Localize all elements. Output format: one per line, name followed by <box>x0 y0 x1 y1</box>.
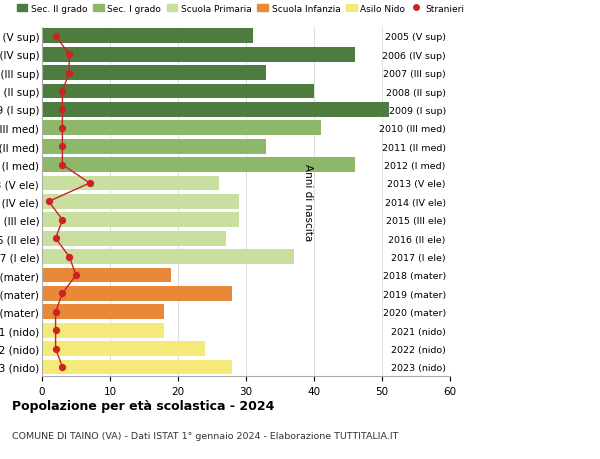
Bar <box>42 195 239 209</box>
Text: COMUNE DI TAINO (VA) - Dati ISTAT 1° gennaio 2024 - Elaborazione TUTTITALIA.IT: COMUNE DI TAINO (VA) - Dati ISTAT 1° gen… <box>12 431 398 441</box>
Bar <box>42 250 293 264</box>
Bar <box>42 29 253 44</box>
Point <box>85 180 94 187</box>
Point <box>51 327 61 334</box>
Bar <box>42 66 266 81</box>
Point <box>44 198 53 206</box>
Bar <box>42 176 219 191</box>
Point <box>64 70 74 77</box>
Bar <box>42 360 232 375</box>
Point <box>51 235 61 242</box>
Bar <box>42 286 232 301</box>
Bar <box>42 121 321 136</box>
Bar <box>42 323 164 338</box>
Point <box>58 162 67 169</box>
Point <box>58 88 67 95</box>
Bar <box>42 305 164 319</box>
Point <box>51 345 61 353</box>
Point <box>58 217 67 224</box>
Bar <box>42 48 355 62</box>
Y-axis label: Anni di nascita: Anni di nascita <box>302 163 313 241</box>
Bar <box>42 84 314 99</box>
Text: Popolazione per età scolastica - 2024: Popolazione per età scolastica - 2024 <box>12 399 274 412</box>
Point <box>58 364 67 371</box>
Point <box>58 106 67 114</box>
Bar <box>42 341 205 356</box>
Point <box>58 290 67 297</box>
Point <box>58 143 67 151</box>
Bar <box>42 231 226 246</box>
Legend: Sec. II grado, Sec. I grado, Scuola Primaria, Scuola Infanzia, Asilo Nido, Stran: Sec. II grado, Sec. I grado, Scuola Prim… <box>17 5 464 13</box>
Point <box>71 272 81 279</box>
Bar <box>42 268 171 283</box>
Bar <box>42 213 239 228</box>
Bar <box>42 158 355 173</box>
Point <box>51 33 61 40</box>
Bar <box>42 103 389 118</box>
Point <box>64 51 74 59</box>
Point <box>58 125 67 132</box>
Point <box>51 308 61 316</box>
Point <box>64 253 74 261</box>
Bar <box>42 140 266 154</box>
